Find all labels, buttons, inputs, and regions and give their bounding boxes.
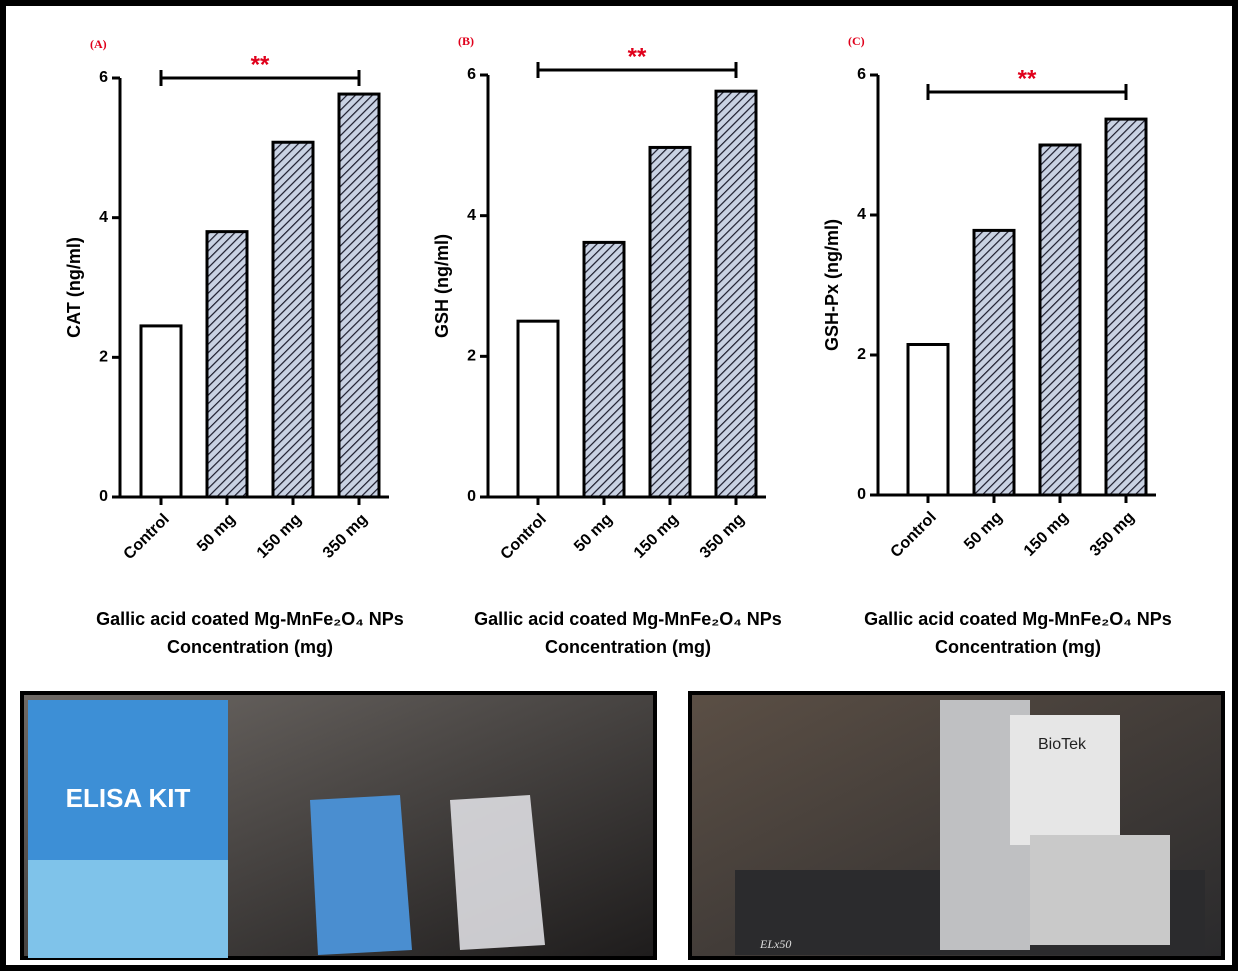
bar (337, 92, 381, 499)
y-tick-label: 0 (857, 486, 866, 503)
bar (972, 228, 1016, 497)
y-tick-label: 4 (467, 207, 476, 224)
y-tick-label: 6 (99, 69, 108, 86)
bar (714, 89, 758, 499)
x-tick-label: 350 mg (697, 511, 748, 562)
photo-plate-reader: BioTek ELx50 (688, 691, 1225, 960)
y-tick-label: 0 (467, 488, 476, 505)
y-tick-label: 2 (467, 348, 476, 365)
x-tick-label: 50 mg (571, 511, 616, 556)
x-tick-label: 50 mg (961, 509, 1006, 554)
x-axis-title: Concentration (mg) (167, 637, 333, 657)
y-tick-label: 4 (99, 209, 108, 226)
bar (516, 319, 560, 499)
photo-elisa-kit: ELISA KIT (20, 691, 657, 960)
bar (648, 145, 692, 499)
x-tick-label: Control (121, 511, 173, 563)
x-tick-label: 150 mg (1021, 509, 1072, 560)
bar (1104, 117, 1148, 497)
x-tick-label: Control (888, 509, 940, 561)
x-tick-label: 350 mg (1087, 509, 1138, 560)
bar (906, 343, 950, 497)
x-axis-title: Gallic acid coated Mg-MnFe₂O₄ NPs (864, 609, 1172, 629)
panel-label: (A) (90, 37, 107, 51)
x-axis-title: Gallic acid coated Mg-MnFe₂O₄ NPs (96, 609, 404, 629)
bar (205, 230, 249, 499)
x-axis-title: Concentration (mg) (935, 637, 1101, 657)
bar (1038, 143, 1082, 497)
reader-model: ELx50 (759, 937, 791, 951)
bar (582, 240, 626, 499)
y-tick-label: 0 (99, 488, 108, 505)
x-tick-label: 150 mg (254, 511, 305, 562)
significance-mark: ** (251, 51, 270, 78)
bar (271, 140, 315, 499)
significance-mark: ** (1018, 65, 1037, 92)
y-tick-label: 2 (99, 349, 108, 366)
y-axis-title: CAT (ng/ml) (64, 237, 84, 338)
panel-label: (C) (848, 34, 865, 48)
reader-brand: BioTek (1038, 736, 1087, 753)
significance-mark: ** (628, 43, 647, 70)
y-axis-title: GSH (ng/ml) (432, 234, 452, 338)
y-tick-label: 6 (467, 66, 476, 83)
y-tick-label: 2 (857, 346, 866, 363)
x-tick-label: 350 mg (320, 511, 371, 562)
y-tick-label: 6 (857, 66, 866, 83)
y-tick-label: 4 (857, 206, 866, 223)
x-tick-label: Control (498, 511, 550, 563)
bar (139, 324, 183, 499)
kit-label: ELISA KIT (66, 783, 191, 813)
x-axis-title: Gallic acid coated Mg-MnFe₂O₄ NPs (474, 609, 782, 629)
x-tick-label: 150 mg (631, 511, 682, 562)
x-axis-title: Concentration (mg) (545, 637, 711, 657)
x-tick-label: 50 mg (194, 511, 239, 556)
y-axis-title: GSH-Px (ng/ml) (822, 219, 842, 351)
panel-label: (B) (458, 34, 474, 48)
